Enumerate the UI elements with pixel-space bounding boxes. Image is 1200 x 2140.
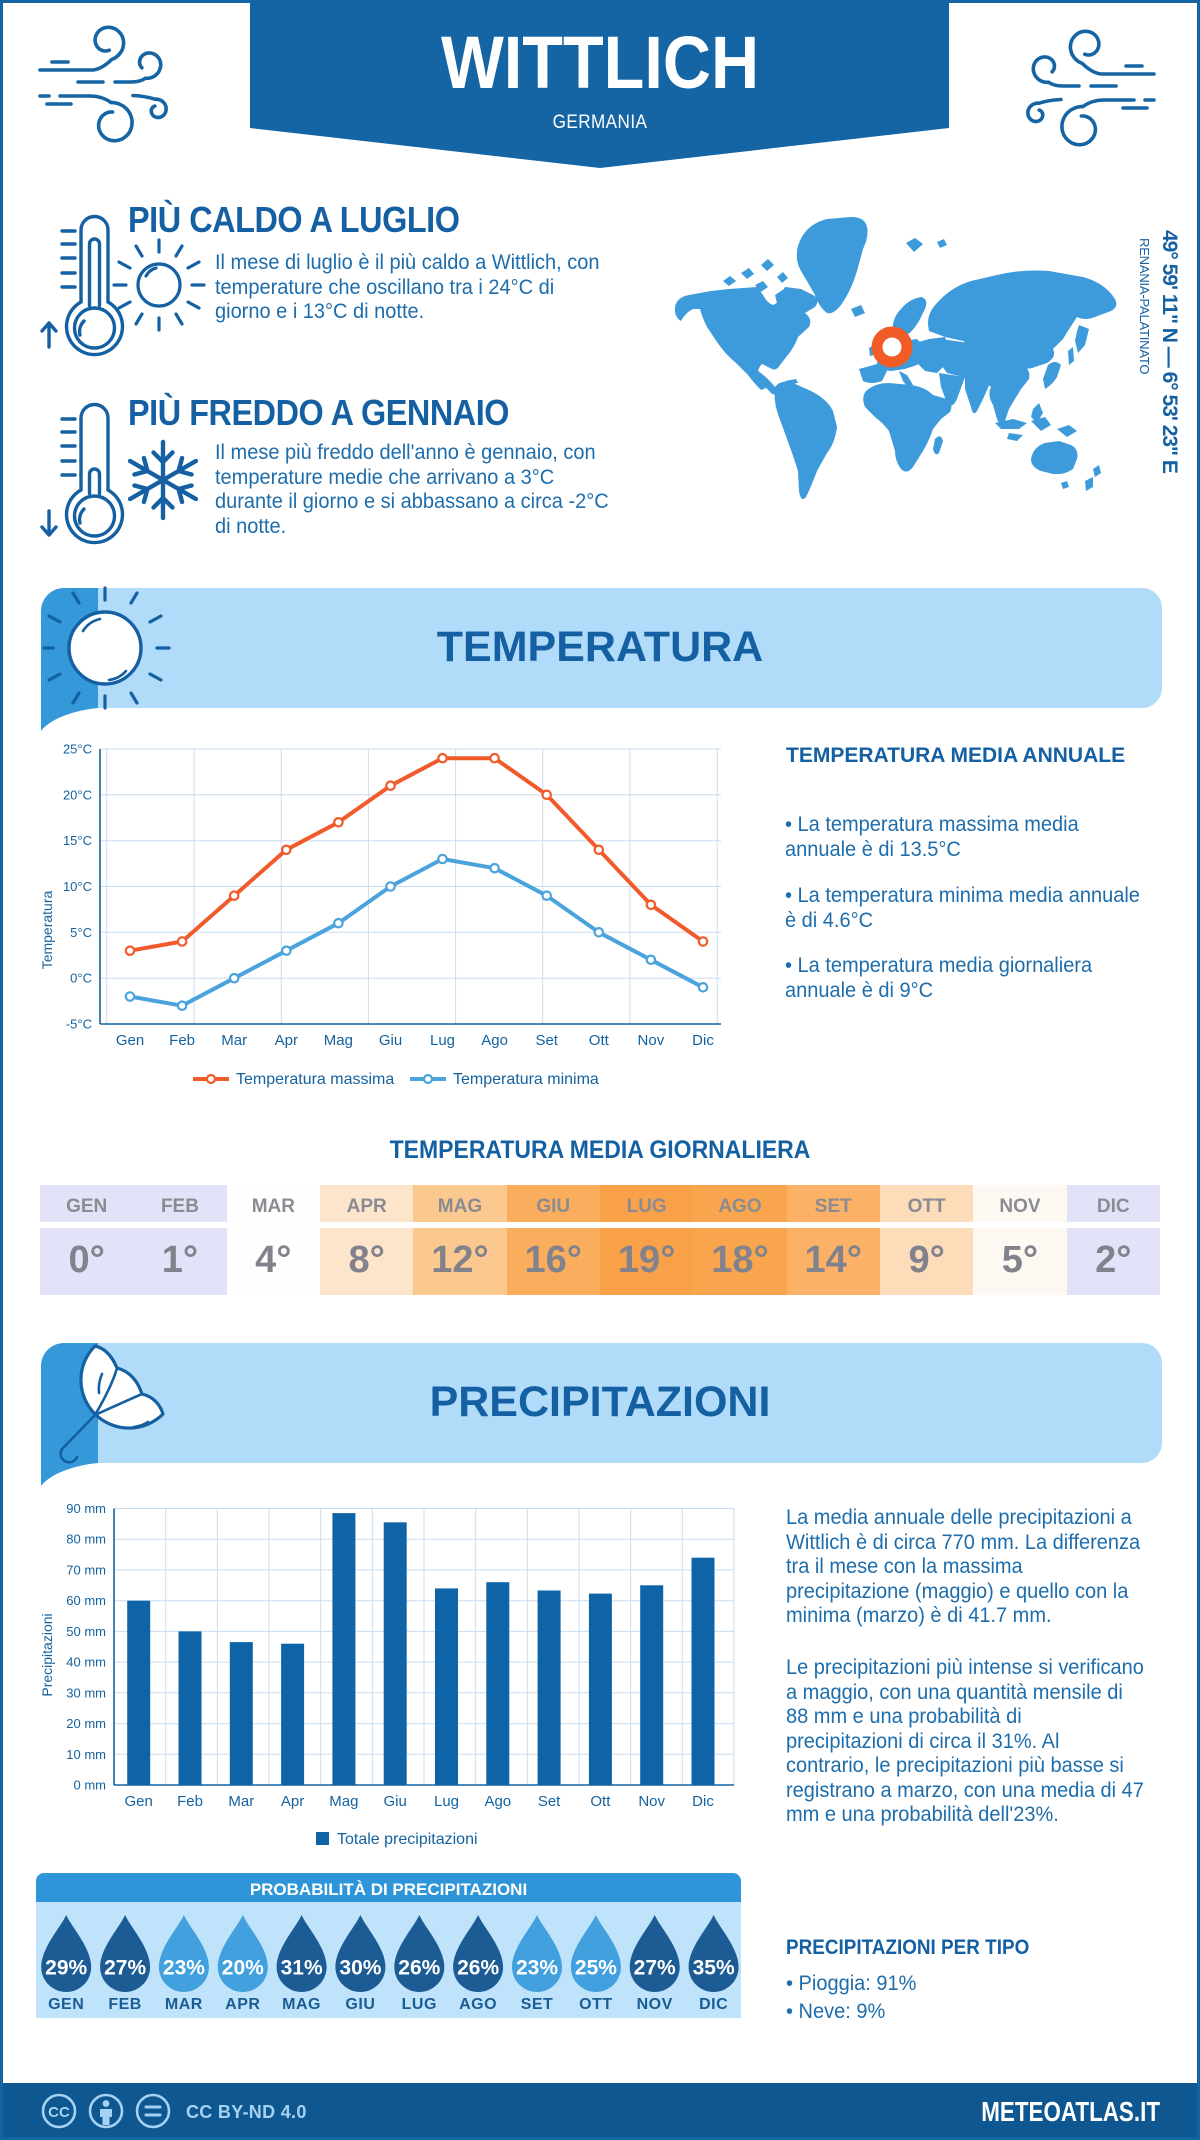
svg-text:Temperatura: Temperatura: [40, 890, 55, 969]
svg-text:26%: 26%: [398, 1957, 440, 1980]
svg-text:23%: 23%: [516, 1957, 558, 1980]
svg-text:Gen: Gen: [125, 1793, 153, 1810]
svg-text:AGO: AGO: [459, 1996, 497, 2013]
svg-text:Ago: Ago: [481, 1032, 508, 1049]
svg-text:90 mm: 90 mm: [66, 1501, 106, 1516]
svg-text:27%: 27%: [634, 1957, 676, 1980]
svg-text:0°C: 0°C: [70, 971, 92, 986]
svg-text:40 mm: 40 mm: [66, 1655, 106, 1670]
svg-text:Set: Set: [535, 1032, 558, 1049]
svg-text:80 mm: 80 mm: [66, 1532, 106, 1547]
svg-text:FEB: FEB: [108, 1996, 142, 2013]
svg-text:20 mm: 20 mm: [66, 1716, 106, 1731]
svg-text:Ago: Ago: [484, 1793, 511, 1810]
svg-text:Nov: Nov: [638, 1793, 665, 1810]
svg-text:10 mm: 10 mm: [66, 1747, 106, 1762]
svg-text:APR: APR: [225, 1996, 260, 2013]
svg-text:Gen: Gen: [116, 1032, 144, 1049]
svg-text:Temperatura minima: Temperatura minima: [453, 1071, 599, 1088]
svg-text:NOV: NOV: [637, 1996, 673, 2013]
svg-text:Mag: Mag: [324, 1032, 353, 1049]
svg-text:25°C: 25°C: [63, 742, 92, 757]
svg-text:26%: 26%: [457, 1957, 499, 1980]
svg-text:35%: 35%: [693, 1957, 735, 1980]
svg-text:5°C: 5°C: [70, 925, 92, 940]
svg-text:20°C: 20°C: [63, 787, 92, 802]
svg-text:-5°C: -5°C: [66, 1017, 92, 1032]
svg-text:29%: 29%: [45, 1957, 87, 1980]
svg-text:Totale precipitazioni: Totale precipitazioni: [337, 1831, 478, 1848]
svg-text:Temperatura massima: Temperatura massima: [236, 1071, 394, 1088]
svg-text:20%: 20%: [222, 1957, 264, 1980]
svg-text:Giu: Giu: [379, 1032, 402, 1049]
svg-text:Ott: Ott: [589, 1032, 610, 1049]
svg-text:Nov: Nov: [638, 1032, 665, 1049]
svg-text:27%: 27%: [104, 1957, 146, 1980]
svg-text:Lug: Lug: [434, 1793, 459, 1810]
svg-text:Set: Set: [538, 1793, 561, 1810]
svg-text:SET: SET: [521, 1996, 554, 2013]
svg-text:Mar: Mar: [228, 1793, 254, 1810]
svg-text:Feb: Feb: [177, 1793, 203, 1810]
svg-text:Lug: Lug: [430, 1032, 455, 1049]
svg-text:50 mm: 50 mm: [66, 1624, 106, 1639]
svg-text:Dic: Dic: [692, 1032, 714, 1049]
svg-text:Ott: Ott: [590, 1793, 611, 1810]
svg-text:30 mm: 30 mm: [66, 1685, 106, 1700]
svg-text:LUG: LUG: [402, 1996, 437, 2013]
svg-text:Mag: Mag: [329, 1793, 358, 1810]
svg-text:23%: 23%: [163, 1957, 205, 1980]
svg-text:Mar: Mar: [221, 1032, 247, 1049]
svg-text:30%: 30%: [339, 1957, 381, 1980]
svg-text:GEN: GEN: [48, 1996, 84, 2013]
svg-text:DIC: DIC: [699, 1996, 728, 2013]
svg-text:OTT: OTT: [579, 1996, 613, 2013]
svg-text:10°C: 10°C: [63, 879, 92, 894]
svg-text:Dic: Dic: [692, 1793, 714, 1810]
svg-text:Feb: Feb: [169, 1032, 195, 1049]
svg-text:15°C: 15°C: [63, 833, 92, 848]
svg-text:31%: 31%: [281, 1957, 323, 1980]
svg-text:60 mm: 60 mm: [66, 1593, 106, 1608]
svg-text:CC: CC: [48, 2104, 70, 2121]
svg-text:0 mm: 0 mm: [74, 1778, 107, 1793]
svg-text:25%: 25%: [575, 1957, 617, 1980]
svg-text:Apr: Apr: [281, 1793, 304, 1810]
svg-text:Precipitazioni: Precipitazioni: [40, 1613, 55, 1696]
svg-text:Apr: Apr: [275, 1032, 298, 1049]
svg-text:GIU: GIU: [345, 1996, 375, 2013]
svg-text:MAR: MAR: [165, 1996, 203, 2013]
svg-text:70 mm: 70 mm: [66, 1562, 106, 1577]
svg-text:MAG: MAG: [282, 1996, 321, 2013]
svg-text:Giu: Giu: [384, 1793, 407, 1810]
